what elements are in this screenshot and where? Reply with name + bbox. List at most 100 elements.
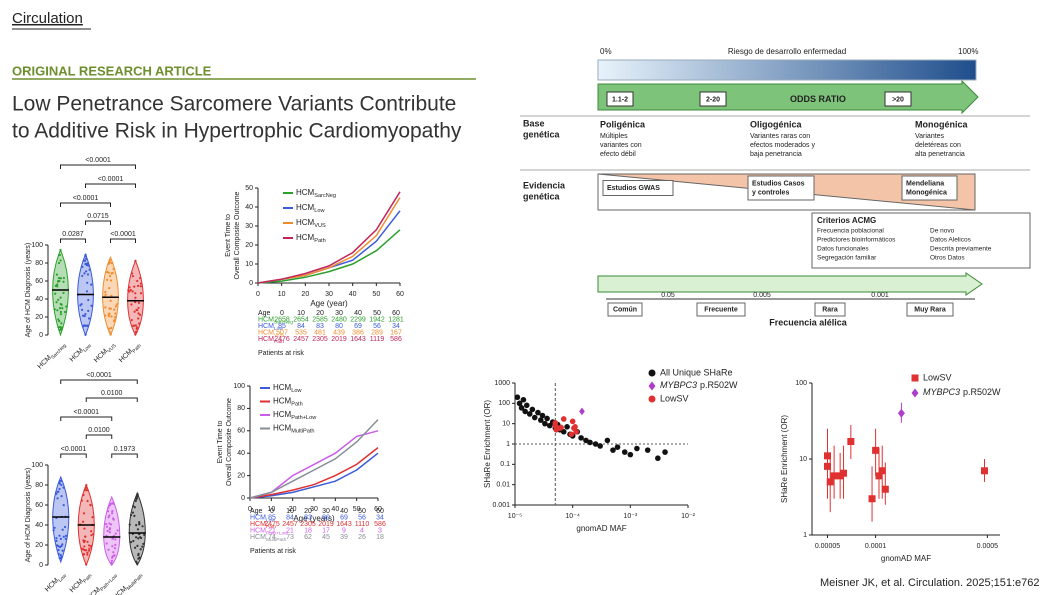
text-part: HCM — [250, 521, 266, 528]
risk-count: 1942 — [369, 316, 385, 323]
text-part: Low — [291, 388, 302, 394]
risk-count: 69 — [340, 514, 348, 521]
dot — [84, 333, 87, 336]
point — [518, 405, 525, 411]
y-tick-label: 10 — [799, 456, 807, 463]
risk-count: 386 — [352, 329, 364, 336]
dot — [86, 273, 90, 276]
dot — [131, 272, 134, 275]
y-tick-label: 50 — [245, 185, 253, 192]
dot — [108, 286, 111, 290]
y-tick-label: 80 — [35, 482, 43, 489]
dot — [57, 326, 60, 329]
series-name: HCMLow — [273, 383, 302, 394]
citation: Meisner JK, et al. Circulation. 2025;151… — [820, 577, 1040, 589]
risk-count: 73 — [286, 534, 294, 541]
dot — [110, 559, 114, 562]
dot — [55, 544, 59, 547]
risk-count: 83 — [316, 323, 324, 330]
freq-arrow — [597, 272, 983, 296]
dot — [85, 257, 88, 260]
point — [523, 402, 530, 409]
dot — [112, 551, 115, 554]
risk-count: 1281 — [388, 316, 404, 323]
series-name: HCMVUS — [258, 329, 285, 338]
dot — [114, 316, 117, 319]
risk-count: 18 — [376, 534, 384, 541]
dot — [136, 544, 139, 548]
label: De novo — [930, 228, 955, 235]
dot — [108, 522, 111, 525]
dot — [131, 275, 135, 278]
text-part: Path — [291, 402, 303, 408]
label: Frecuencia alélica — [769, 317, 848, 327]
point — [560, 428, 567, 435]
point — [539, 412, 546, 419]
y-tick-label: 1000 — [494, 380, 510, 387]
series-name: HCMMultiPath — [273, 424, 315, 435]
dot — [109, 279, 113, 282]
dot — [130, 303, 133, 306]
dot — [139, 548, 142, 551]
risk-age: 0 — [270, 508, 274, 515]
point — [542, 420, 548, 427]
dot — [139, 536, 143, 540]
y-tick-label: 40 — [237, 450, 245, 457]
freq-class-box — [814, 302, 846, 317]
dot — [113, 547, 117, 550]
freq-class-box — [607, 302, 643, 317]
dot — [90, 544, 93, 547]
risk-age: 40 — [354, 310, 362, 317]
bracket — [60, 164, 136, 169]
dot — [58, 487, 61, 491]
dot — [108, 258, 111, 262]
title-line: to Additive Risk in Hypertrophic Cardiom… — [12, 120, 462, 143]
text-part: p.R502W — [963, 387, 1001, 397]
dot — [85, 563, 88, 566]
dot — [58, 482, 61, 485]
dot — [84, 324, 87, 328]
y-axis-label: SHaRe Enrichment (OR) — [483, 400, 492, 488]
dot — [132, 324, 135, 328]
label: Rara — [822, 306, 838, 313]
y-axis-label: Age of HCM Diagnosis (years) — [25, 468, 32, 563]
text-part: HCM — [250, 527, 266, 534]
point — [537, 417, 544, 423]
dot — [138, 277, 142, 280]
risk-count: 2457 — [282, 521, 298, 528]
dot — [110, 563, 113, 566]
label: Oligogénica — [750, 119, 803, 129]
risk-header: Age — [258, 310, 271, 317]
dot — [111, 510, 114, 513]
dot — [84, 549, 88, 552]
freq-class-box — [906, 302, 954, 317]
dot — [87, 309, 90, 313]
risk-age: 20 — [304, 508, 312, 515]
risk-count: 2654 — [293, 316, 309, 323]
label: Datos Alelicos — [930, 237, 972, 244]
dot — [90, 530, 93, 533]
point — [634, 445, 640, 452]
text-part: MYBPC3 — [923, 387, 960, 397]
risk-count: 481 — [314, 329, 326, 336]
dot — [61, 528, 64, 531]
text-part: Low — [266, 517, 275, 523]
dot — [107, 506, 110, 509]
dot — [62, 291, 65, 295]
dot — [86, 551, 89, 554]
odds-arrow — [597, 79, 979, 115]
label: Variantes — [915, 133, 945, 140]
x-tick-label: 30 — [325, 291, 333, 298]
text-part: Path+Low — [291, 415, 317, 421]
p-value: <0.0001 — [74, 409, 100, 416]
y-tick-label: 20 — [35, 542, 43, 549]
y-axis-label: Event Time to — [217, 420, 224, 463]
risk-count: 2475 — [264, 521, 280, 528]
point — [526, 411, 533, 417]
dot — [134, 536, 138, 539]
text-part: HCM — [273, 397, 292, 406]
point — [544, 415, 550, 422]
risk-count: 2299 — [350, 316, 366, 323]
point — [881, 485, 889, 493]
